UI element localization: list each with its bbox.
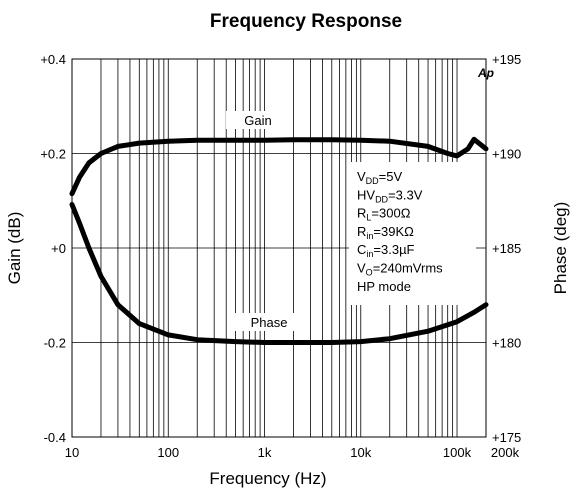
x-tick-label: 100k (443, 445, 472, 460)
y-axis-left-title: Gain (dB) (5, 212, 24, 285)
x-tick-label: 1k (258, 445, 272, 460)
phase-label-box (229, 313, 299, 331)
y-axis-right-title: Phase (deg) (551, 202, 570, 295)
x-axis-title: Frequency (Hz) (209, 469, 326, 488)
y-left-tick-label: +0.4 (40, 52, 66, 67)
y-left-tick-label: -0.2 (44, 336, 66, 351)
tick-labels: 10 100 1k 10k 100k 200k +0.4 +0.2 +0 -0.2 -0.4 +195… (40, 52, 521, 460)
x-tick-label: 200k (491, 445, 520, 460)
condition-line: Rin=39KΩ (357, 224, 414, 241)
condition-line: Cin=3.3µF (357, 242, 415, 259)
x-tick-label: 10 (65, 445, 79, 460)
y-right-tick-label: +195 (492, 52, 521, 67)
y-right-tick-label: +185 (492, 241, 521, 256)
gain-label-box (226, 111, 291, 129)
condition-line: VO=240mVrms (357, 261, 443, 278)
y-right-tick-label: +180 (492, 336, 521, 351)
phase-label: Phase (251, 315, 288, 330)
plot-frame (71, 58, 487, 438)
condition-line: RL=300Ω (357, 206, 411, 223)
condition-line: HP mode (357, 279, 411, 294)
chart-title: Frequency Response (210, 11, 402, 32)
y-left-tick-label: +0 (51, 241, 66, 256)
y-right-tick-label: +175 (492, 430, 521, 445)
y-left-tick-label: -0.4 (44, 430, 66, 445)
series-phase-line (69, 202, 489, 345)
condition-line: HVDD=3.3V (357, 187, 423, 204)
y-left-tick-label: +0.2 (40, 147, 66, 162)
y-right-tick-label: +190 (492, 147, 521, 162)
conditions-box (349, 162, 476, 305)
gain-label: Gain (244, 113, 271, 128)
condition-line: VDD=5V (357, 169, 402, 186)
x-tick-label: 10k (350, 445, 371, 460)
x-tick-label: 100 (157, 445, 179, 460)
series-gain-line (69, 136, 489, 197)
series-lines (69, 136, 489, 345)
